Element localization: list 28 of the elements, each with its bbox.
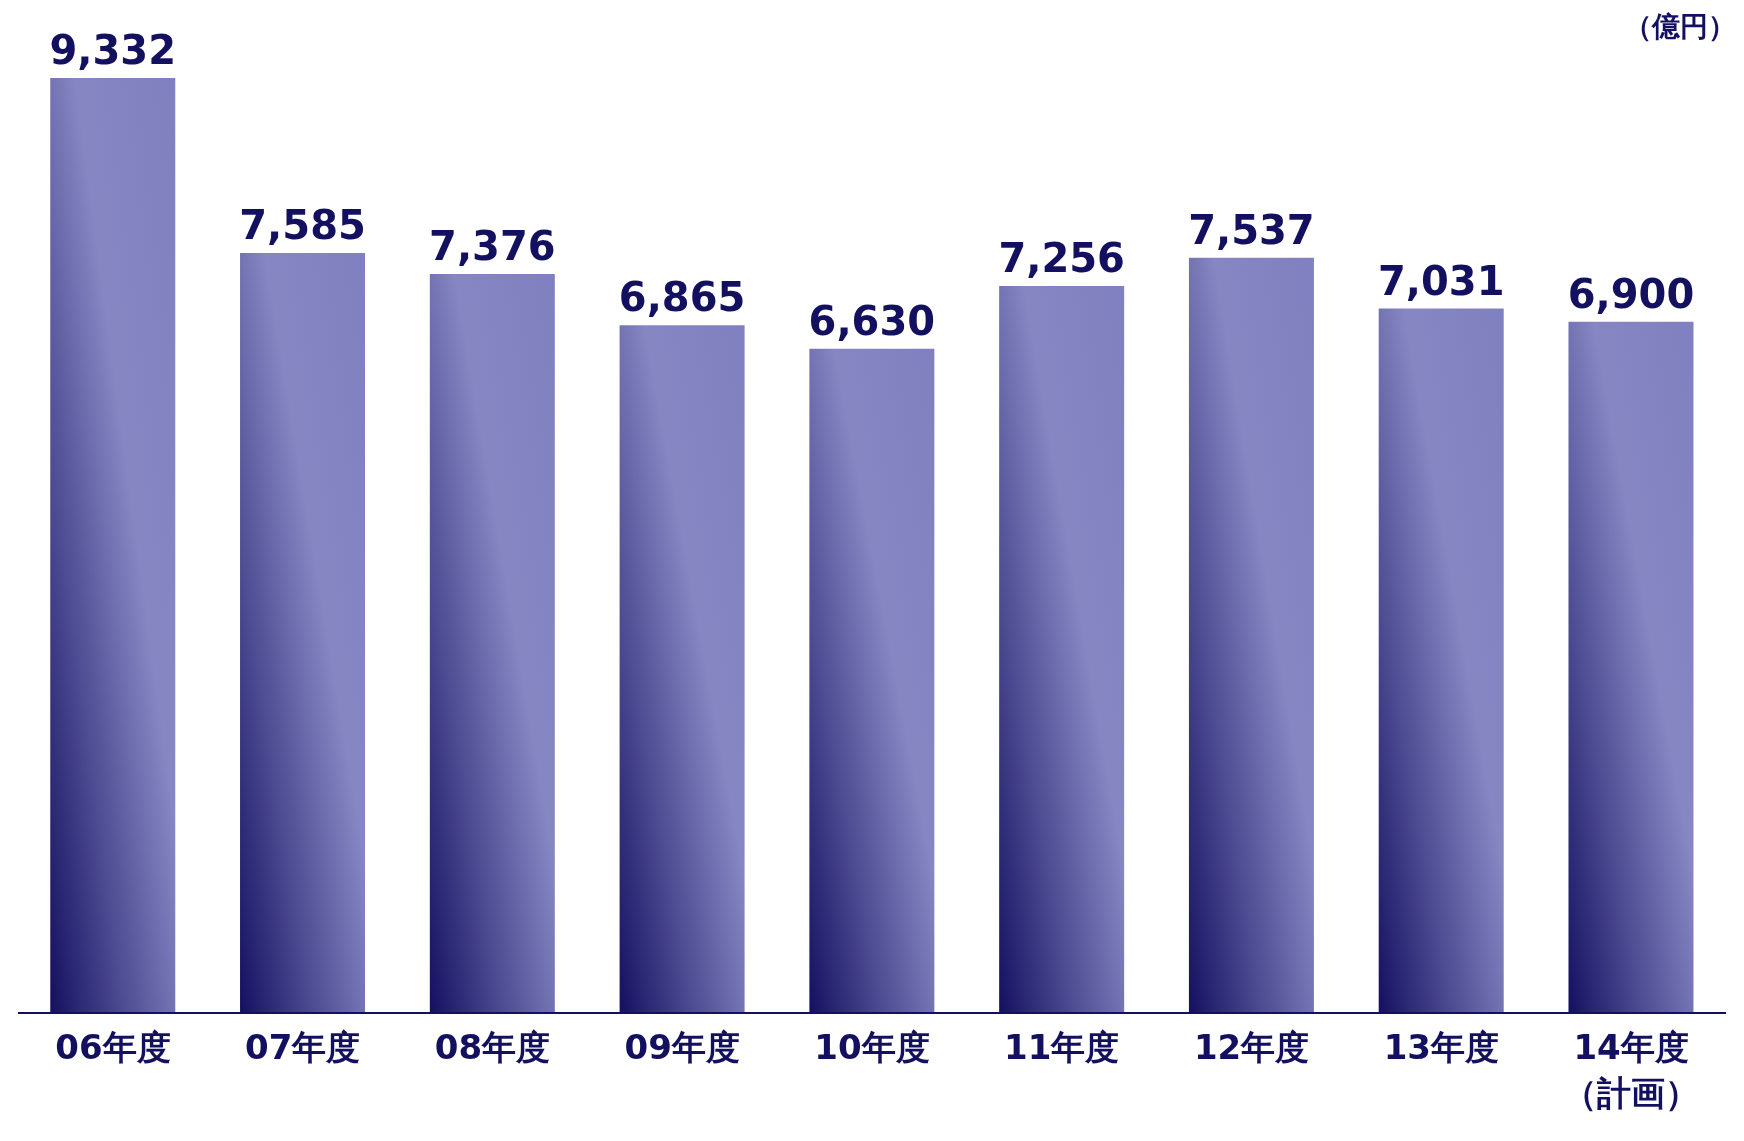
- data-label: 7,537: [1188, 206, 1315, 253]
- x-tick-label: 14年度（計画）: [1563, 1027, 1700, 1113]
- data-label: 7,031: [1377, 257, 1505, 304]
- x-tick-label: 12年度: [1193, 1027, 1310, 1067]
- data-label: 9,332: [49, 27, 177, 73]
- bar: [50, 78, 176, 1013]
- x-tick-label: 07年度: [245, 1027, 361, 1067]
- bar: [1568, 321, 1694, 1013]
- data-label: 6,865: [618, 274, 746, 321]
- bar: [1378, 308, 1504, 1013]
- data-label: 7,256: [998, 235, 1125, 281]
- y-axis-title: （億円）: [1624, 9, 1736, 45]
- bar: [999, 286, 1125, 1013]
- x-tick-label: 11年度: [1004, 1027, 1120, 1067]
- bar: [240, 253, 366, 1013]
- data-label: 7,376: [429, 222, 556, 269]
- data-label: 7,585: [239, 202, 366, 249]
- bar: [619, 325, 745, 1013]
- x-tick-label: 08年度: [434, 1027, 551, 1067]
- bar: [809, 348, 935, 1013]
- data-label: 6,900: [1567, 270, 1695, 317]
- x-tick-label: 13年度: [1383, 1027, 1499, 1067]
- x-tick-label: 10年度: [814, 1027, 930, 1067]
- bar: [1188, 257, 1314, 1013]
- x-tick-label: 09年度: [624, 1027, 740, 1067]
- data-label: 6,630: [808, 297, 936, 344]
- bar: [429, 273, 555, 1013]
- x-tick-label: 06年度: [55, 1027, 171, 1067]
